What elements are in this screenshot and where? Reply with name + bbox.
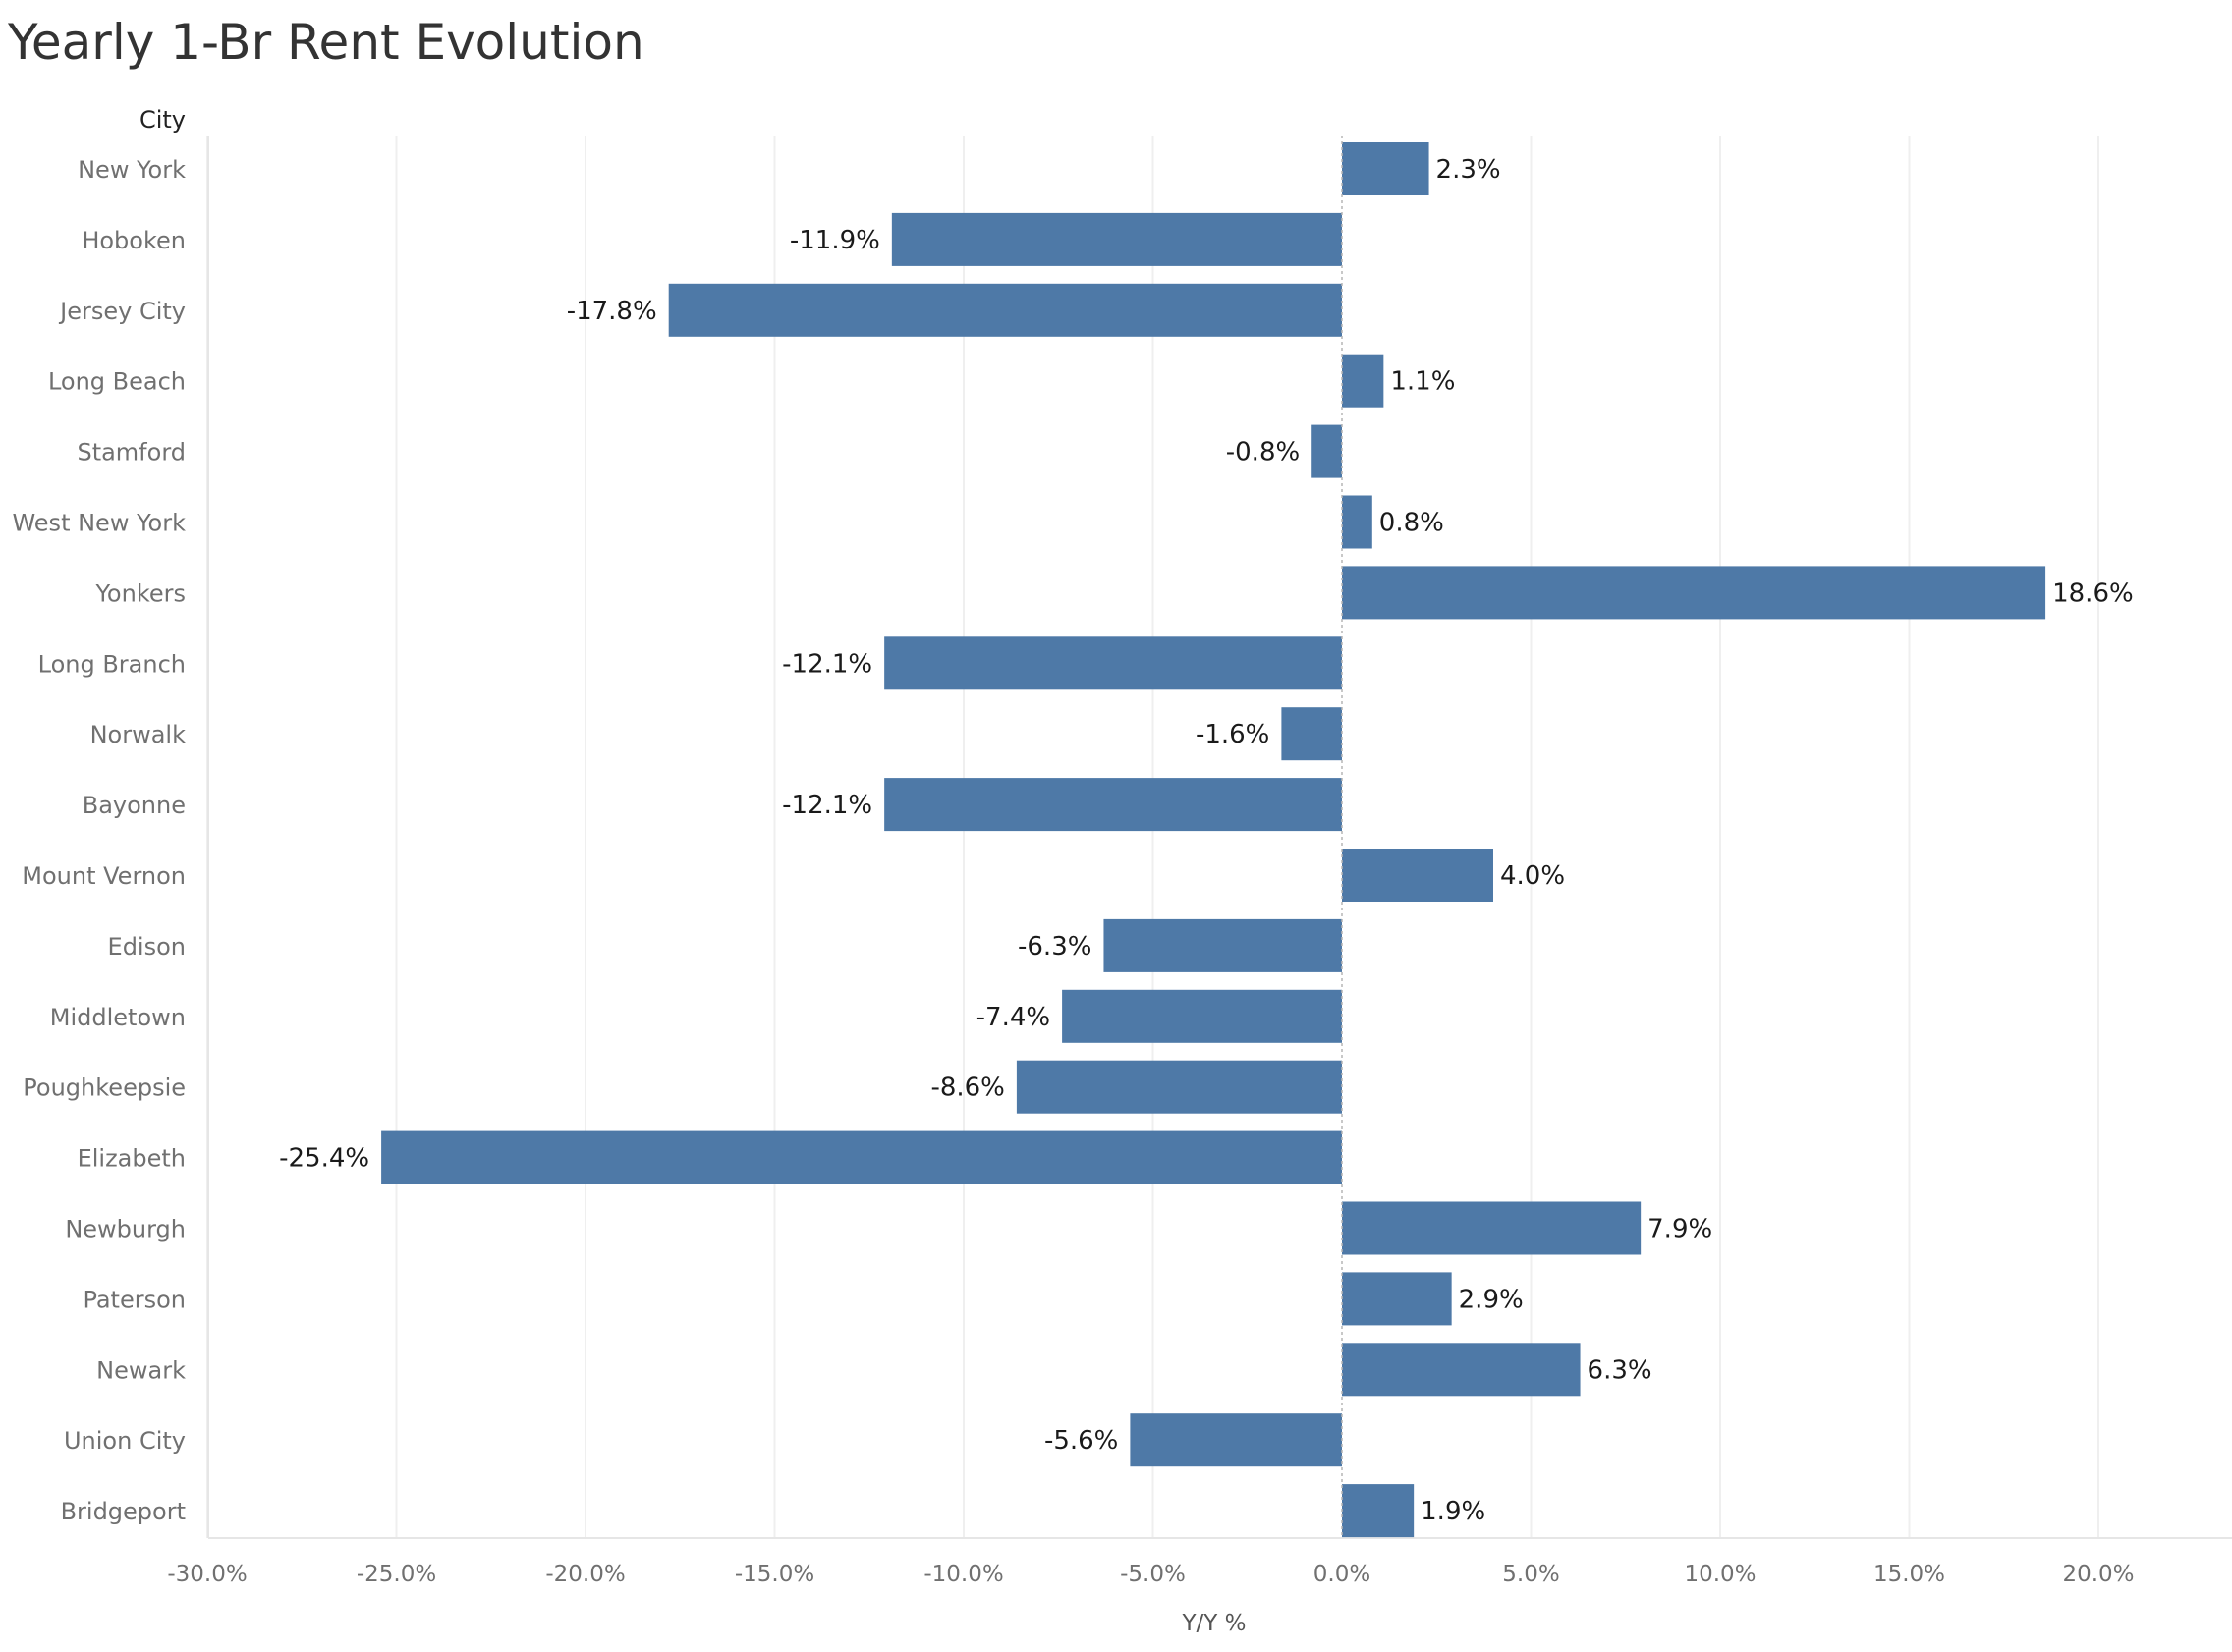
x-tick-label: -15.0% <box>735 1562 814 1587</box>
x-tick-label: -5.0% <box>1120 1562 1186 1587</box>
category-label: Norwalk <box>90 721 187 748</box>
value-label: 4.0% <box>1500 861 1565 891</box>
bar <box>891 212 1342 266</box>
value-label: -6.3% <box>1018 932 1091 962</box>
bar <box>1342 1484 1415 1538</box>
category-label: Hoboken <box>82 227 186 254</box>
bar <box>1342 142 1429 195</box>
bar <box>1342 1272 1452 1326</box>
value-label: 2.3% <box>1436 155 1501 185</box>
value-label: -12.1% <box>782 649 872 679</box>
value-label: -17.8% <box>567 297 657 326</box>
bar <box>884 636 1342 690</box>
bar <box>1281 707 1342 761</box>
x-tick-label: -25.0% <box>357 1562 436 1587</box>
bar-layer <box>381 136 2046 1538</box>
bar <box>1130 1413 1342 1467</box>
bar <box>1016 1060 1342 1114</box>
bar <box>1342 566 2046 620</box>
category-label: Paterson <box>83 1286 186 1313</box>
category-label: Jersey City <box>58 298 186 325</box>
category-label: Bridgeport <box>61 1498 186 1525</box>
category-label: Bayonne <box>83 792 186 819</box>
row-header: City <box>140 106 186 134</box>
category-label: West New York <box>12 510 186 537</box>
value-label: 7.9% <box>1647 1215 1712 1244</box>
category-label: Edison <box>108 933 186 961</box>
category-label: Poughkeepsie <box>23 1074 186 1102</box>
grid-layer <box>206 136 2232 1539</box>
bar <box>1311 424 1342 478</box>
bar <box>1342 1201 1642 1255</box>
value-label: -5.6% <box>1044 1426 1118 1456</box>
category-label: Stamford <box>77 439 186 467</box>
category-label: Elizabeth <box>78 1145 186 1173</box>
category-label: Middletown <box>50 1004 186 1031</box>
x-tick-label: -30.0% <box>167 1562 247 1587</box>
bar <box>1342 849 1493 902</box>
category-label: Newburgh <box>65 1216 186 1243</box>
value-label: -7.4% <box>976 1003 1050 1032</box>
category-label: Long Beach <box>48 368 186 396</box>
value-label: 1.9% <box>1421 1497 1485 1526</box>
bar <box>1103 918 1342 972</box>
chart-title: Yearly 1-Br Rent Evolution <box>8 14 644 71</box>
label-layer: -30.0% -25.0% -20.0% -15.0% -10.0% -5.0% 0.0% 5… <box>12 155 2134 1587</box>
category-label: Long Branch <box>38 650 186 678</box>
x-tick-label: 20.0% <box>2062 1562 2134 1587</box>
bar <box>1342 495 1372 549</box>
x-tick-label: 15.0% <box>1873 1562 1945 1587</box>
value-label: 0.8% <box>1379 509 1444 538</box>
value-label: 2.9% <box>1459 1285 1524 1314</box>
value-label: 1.1% <box>1390 367 1455 397</box>
value-label: -8.6% <box>930 1074 1004 1103</box>
bar <box>1342 1343 1581 1397</box>
category-label: Union City <box>64 1427 186 1455</box>
bar <box>1342 354 1384 408</box>
x-tick-label: 0.0% <box>1313 1562 1370 1587</box>
x-axis-title: Y/Y % <box>1181 1611 1246 1636</box>
bar <box>381 1130 1343 1184</box>
value-label: 6.3% <box>1588 1355 1652 1385</box>
x-tick-label: -10.0% <box>923 1562 1003 1587</box>
bar <box>668 283 1342 337</box>
x-tick-label: -20.0% <box>545 1562 625 1587</box>
x-tick-label: 5.0% <box>1502 1562 1559 1587</box>
category-label: Newark <box>96 1356 186 1384</box>
x-tick-label: 10.0% <box>1684 1562 1756 1587</box>
bar <box>884 778 1342 832</box>
value-label: -0.8% <box>1226 438 1300 468</box>
category-label: New York <box>78 156 186 184</box>
category-label: Yonkers <box>94 579 186 607</box>
value-label: -11.9% <box>790 226 880 255</box>
value-label: -25.4% <box>279 1144 369 1174</box>
value-label: -1.6% <box>1196 720 1269 749</box>
category-label: Mount Vernon <box>22 862 186 890</box>
bar <box>1062 989 1342 1043</box>
value-label: 18.6% <box>2052 578 2134 608</box>
value-label: -12.1% <box>782 791 872 820</box>
